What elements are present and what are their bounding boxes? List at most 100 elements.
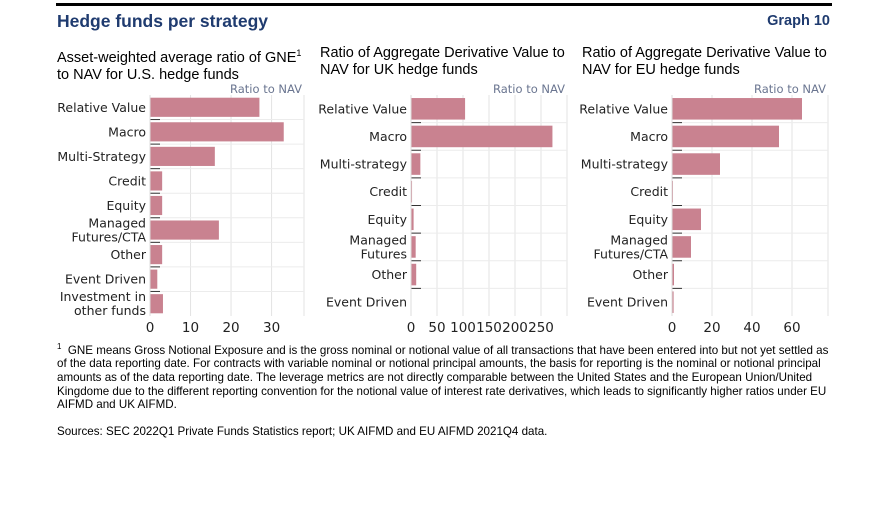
bar-equity [150,195,163,216]
category-label-line: other funds [74,303,146,318]
category-label: Relative Value [318,101,407,116]
category-label-line: Multi-strategy [320,157,408,172]
category-label-line: Futures/CTA [594,246,669,261]
category-label: Equity [628,212,668,227]
page-title: Hedge funds per strategy [57,11,269,31]
chart-title-us: Asset-weighted average ratio of GNE1 to … [57,45,317,84]
charts-canvas: 0 10 20 30 Ratio to NAV Relative Value Macro Mu… [57,82,829,336]
x-tick-label: 0 [668,320,677,336]
bar-equity [672,208,701,231]
bar-multi-strategy [411,153,421,175]
category-label-line: Credit [630,184,668,199]
x-tick-label: 150 [476,320,502,336]
category-label-line: Relative Value [318,101,407,116]
category-label: Managed Futures [349,232,407,261]
bar-credit [150,171,163,191]
category-label: Event Driven [326,295,407,310]
category-label-line: Macro [108,124,146,139]
x-tick-label: 20 [703,320,720,336]
category-label: Credit [630,184,668,199]
category-label-line: Multi-strategy [581,157,669,172]
category-label-line: Investment in [60,289,146,304]
x-tick-label: 60 [783,320,800,336]
x-tick-label: 30 [263,320,280,336]
category-label: Other [372,267,408,282]
bar-equity [411,208,414,231]
bar-credit [411,180,413,203]
chart-title-text: to NAV for U.S. hedge funds [57,66,239,83]
category-label-line: Other [633,267,669,282]
category-label: Macro [630,129,668,144]
category-label: Macro [108,124,146,139]
bar-event-driven [672,291,674,313]
category-label-line: Relative Value [579,101,668,116]
category-label: Event Driven [587,295,668,310]
x-tick-label: 0 [146,320,155,336]
bar-managed-futures [411,236,416,258]
category-label-line: Other [111,247,147,262]
category-label: Investment in other funds [60,289,146,318]
bar-macro [150,122,284,142]
chart-title-text: Asset-weighted average ratio of GNE [57,49,297,66]
bar-managed-futures-cta [150,220,219,240]
category-label: Event Driven [65,272,146,287]
category-label: Relative Value [579,101,668,116]
category-label: Multi-Strategy [57,149,146,164]
category-label-line: Equity [628,212,668,227]
x-tick-label: 250 [528,320,554,336]
bar-macro [411,125,553,148]
category-label: Other [633,267,669,282]
bar-relative-value [411,98,466,120]
bar-other [150,245,163,265]
category-label-line: Managed [349,232,407,247]
footnote-marker: 1 [57,342,62,351]
footnote: 1 GNE means Gross Notional Exposure and … [57,340,832,412]
top-rule [56,3,832,6]
category-label: Multi-strategy [581,157,669,172]
x-tick-label: 0 [407,320,416,336]
unit-label: Ratio to NAV [230,82,302,96]
category-label-line: Futures [361,246,407,261]
category-label: Multi-strategy [320,157,408,172]
bar-managed-futures-cta [672,236,691,258]
bar-multi-strategy [672,153,720,175]
footnote-text: GNE means Gross Notional Exposure and is… [57,343,829,412]
x-tick-label: 40 [743,320,760,336]
category-label-line: Futures/CTA [72,230,147,245]
bar-macro [672,125,779,148]
sources: Sources: SEC 2022Q1 Private Funds Statis… [57,425,548,438]
category-label: Equity [367,212,407,227]
category-label-line: Credit [369,184,407,199]
bar-other [672,263,674,286]
x-tick-label: 10 [182,320,199,336]
category-label: Relative Value [57,100,146,115]
bar-relative-value [672,98,802,120]
category-label: Managed Futures/CTA [594,232,669,261]
category-label-line: Event Driven [326,295,407,310]
category-label-line: Relative Value [57,100,146,115]
category-label: Other [111,247,147,262]
bar-relative-value [150,97,260,117]
category-label: Credit [369,184,407,199]
x-tick-label: 20 [222,320,239,336]
unit-label: Ratio to NAV [754,82,826,96]
category-label: Managed Futures/CTA [72,216,147,245]
x-tick-label: 100 [450,320,476,336]
graph-number: Graph 10 [767,13,830,29]
bar-multi-strategy [150,146,215,166]
footnote-marker: 1 [296,48,302,58]
category-label-line: Credit [108,173,146,188]
category-label: Credit [108,173,146,188]
category-label-line: Other [372,267,408,282]
x-tick-label: 50 [428,320,445,336]
category-label-line: Managed [88,216,146,231]
chart-title-eu: Ratio of Aggregate Derivative Value to N… [582,45,827,78]
category-label-line: Multi-Strategy [57,149,146,164]
bar-investment-in-other-funds [150,294,163,314]
category-label-line: Equity [367,212,407,227]
unit-label: Ratio to NAV [493,82,565,96]
category-label-line: Macro [630,129,668,144]
category-label-line: Macro [369,129,407,144]
category-label-line: Equity [106,198,146,213]
category-label: Equity [106,198,146,213]
